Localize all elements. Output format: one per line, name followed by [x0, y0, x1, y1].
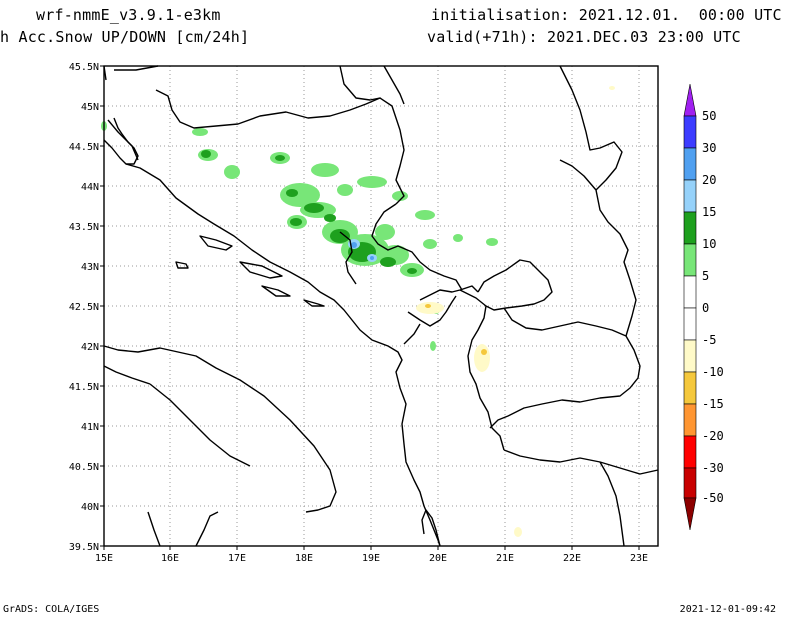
lat-label: 42N — [81, 342, 99, 353]
colorbar-label: 20 — [702, 173, 716, 187]
lon-label: 15E — [95, 553, 113, 564]
colorbar-segment — [683, 115, 697, 149]
colorbar-segment — [683, 275, 697, 309]
lon-label: 23E — [630, 553, 648, 564]
colorbar-label: 50 — [702, 109, 716, 123]
lat-label: 45.5N — [69, 62, 99, 73]
colorbar-labels: 50 30 20 15 10 5 0 -5 -10 -15 -20 -30 -5… — [702, 109, 724, 505]
colorbar-bottom-arrow — [683, 497, 697, 531]
lat-label: 41.5N — [69, 382, 99, 393]
colorbar-segment — [683, 371, 697, 405]
colorbar-label: 30 — [702, 141, 716, 155]
field-title: h Acc.Snow UP/DOWN [cm/24h] — [0, 28, 250, 46]
colorbar-label: -15 — [702, 397, 724, 411]
lon-label: 17E — [228, 553, 246, 564]
colorbar-segment — [683, 243, 697, 277]
colorbar-segment — [683, 339, 697, 373]
lat-label: 40.5N — [69, 462, 99, 473]
colorbar-segment — [683, 435, 697, 469]
colorbar-label: 15 — [702, 205, 716, 219]
colorbar-label: -10 — [702, 365, 724, 379]
colorbar-label: -50 — [702, 491, 724, 505]
initialisation-time: initialisation: 2021.12.01. 00:00 UTC — [431, 6, 782, 24]
longitude-labels: 15E 16E 17E 18E 19E 20E 21E 22E 23E — [95, 553, 648, 564]
colorbar-segment — [683, 403, 697, 437]
colorbar-label: -30 — [702, 461, 724, 475]
lat-label: 40N — [81, 502, 99, 513]
lat-label: 44.5N — [69, 142, 99, 153]
lat-label: 39.5N — [69, 542, 99, 553]
latitude-labels: 45.5N 45N 44.5N 44N 43.5N 43N 42.5N 42N … — [69, 62, 99, 553]
colorbar-segment — [683, 211, 697, 245]
colorbar-segment — [683, 307, 697, 341]
colorbar-segment — [683, 147, 697, 181]
grads-credit: GrADS: COLA/IGES — [3, 604, 100, 615]
colorbar-label: 5 — [702, 269, 709, 283]
lat-label: 43.5N — [69, 222, 99, 233]
lon-label: 22E — [563, 553, 581, 564]
lat-label: 43N — [81, 262, 99, 273]
model-title: wrf-nmmE_v3.9.1-e3km — [36, 6, 221, 24]
lon-label: 16E — [161, 553, 179, 564]
colorbar-segment — [683, 467, 697, 499]
lat-label: 44N — [81, 182, 99, 193]
coastlines-borders — [103, 65, 659, 547]
valid-time: valid(+71h): 2021.DEC.03 23:00 UTC — [427, 28, 741, 46]
colorbar-label: 0 — [702, 301, 709, 315]
lon-label: 20E — [429, 553, 447, 564]
colorbar-label: -5 — [702, 333, 716, 347]
plot-timestamp: 2021-12-01-09:42 — [679, 604, 776, 615]
colorbar — [683, 83, 697, 531]
colorbar-label: -20 — [702, 429, 724, 443]
colorbar-label: 10 — [702, 237, 716, 251]
lon-label: 21E — [496, 553, 514, 564]
lat-label: 41N — [81, 422, 99, 433]
lat-label: 45N — [81, 102, 99, 113]
colorbar-top-arrow — [683, 83, 697, 117]
map-gridlines — [104, 66, 658, 546]
lon-label: 18E — [295, 553, 313, 564]
colorbar-segment — [683, 179, 697, 213]
lon-label: 19E — [362, 553, 380, 564]
axis-ticks — [100, 65, 640, 550]
lat-label: 42.5N — [69, 302, 99, 313]
